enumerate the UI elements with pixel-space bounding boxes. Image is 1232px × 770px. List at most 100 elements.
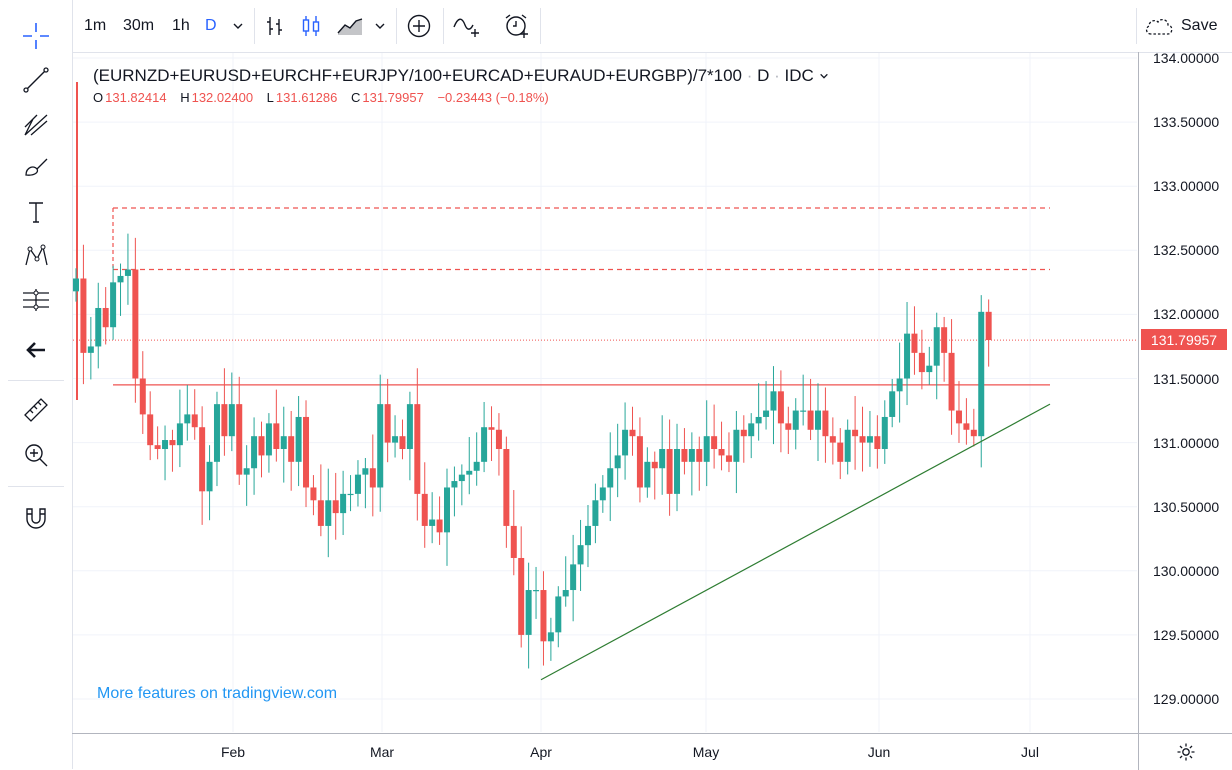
candle-body [896, 378, 903, 392]
candle-body [666, 449, 673, 494]
candle-body [837, 442, 844, 462]
y-tick-label: 132.50000 [1153, 242, 1220, 259]
candle-body [696, 449, 703, 462]
back-arrow-icon [26, 342, 45, 358]
candle-body [926, 365, 933, 373]
alert-button[interactable] [503, 0, 531, 52]
crosshair-tool[interactable] [16, 18, 56, 54]
candle-body [629, 429, 636, 437]
candle-body [347, 493, 354, 496]
symbol-name: (EURNZD+EURUSD+EURCHF+EURJPY/100+EURCAD+… [93, 66, 743, 85]
candle-body [889, 391, 896, 417]
candle-body [199, 427, 206, 492]
candle-body [162, 440, 169, 450]
y-tick-label: 131.50000 [1153, 370, 1220, 387]
candle-body [607, 468, 614, 488]
candle-body [866, 436, 873, 443]
candle-body [406, 404, 413, 450]
trend-line-tool[interactable] [16, 62, 56, 98]
interval-d[interactable]: D [205, 17, 217, 34]
bars-chart-button[interactable] [263, 0, 287, 52]
candle-body [340, 493, 347, 514]
add-indicator-button[interactable] [406, 0, 432, 52]
candle-body [451, 481, 458, 488]
legend-interval: D [757, 66, 770, 85]
price-axis[interactable]: 129.00000 129.50000 130.00000 130.50000 131.… [1138, 50, 1232, 733]
chart-legend: (EURNZD+EURUSD+EURCHF+EURJPY/100+EURCAD+… [93, 66, 829, 105]
candle-body [881, 416, 888, 450]
text-tool[interactable] [16, 194, 56, 230]
y-tick-label: 134.00000 [1153, 50, 1220, 66]
candle-body [510, 525, 517, 558]
candle-body [221, 404, 228, 437]
candle-body [466, 470, 473, 475]
pattern-tool[interactable] [16, 238, 56, 274]
area-chart-button[interactable] [336, 0, 364, 52]
trendline [540, 403, 1051, 681]
candle-body [555, 596, 562, 633]
candle-body [265, 423, 272, 456]
symbol-title[interactable]: (EURNZD+EURUSD+EURCHF+EURJPY/100+EURCAD+… [93, 66, 829, 86]
magnet-tool[interactable] [16, 500, 56, 536]
candle-body [904, 333, 911, 379]
candle-body [592, 500, 599, 526]
legend-source: IDC [784, 66, 814, 85]
zoom-in-icon [25, 444, 48, 467]
interval-1h[interactable]: 1h [172, 17, 190, 34]
candles-chart-button[interactable] [299, 0, 323, 52]
candle-body [436, 519, 443, 533]
candle-body [733, 429, 740, 462]
candle-body [525, 590, 532, 635]
interval-dropdown[interactable] [232, 0, 244, 52]
interval-30m[interactable]: 30m [123, 17, 155, 34]
candle-body [288, 436, 295, 462]
bars-icon [267, 17, 282, 35]
measure-tool[interactable] [16, 282, 56, 318]
interval-1m[interactable]: 1m [84, 17, 107, 34]
candle-body [933, 327, 940, 366]
close-value: 131.79957 [362, 90, 424, 105]
candle-body [80, 278, 87, 353]
candle-body [495, 429, 502, 450]
y-tick-label: 133.00000 [1153, 178, 1220, 195]
candle-body [280, 436, 287, 450]
fib-tool[interactable] [16, 106, 56, 142]
left-toolbar [0, 0, 73, 769]
candle-body [711, 436, 718, 450]
y-tick-label: 130.00000 [1153, 562, 1220, 579]
candle-body [822, 410, 829, 437]
high-value: 132.02400 [191, 90, 254, 105]
candle-body [807, 410, 814, 430]
compare-button[interactable] [452, 0, 482, 52]
candle-body [102, 307, 109, 328]
candle-body [384, 404, 391, 443]
y-tick-label: 131.00000 [1153, 434, 1220, 451]
candles-icon [302, 16, 320, 36]
save-label: Save [1181, 17, 1218, 34]
candle-body [236, 404, 243, 475]
candle-body [184, 414, 191, 424]
candle-body [414, 404, 421, 494]
ohlc-values: O 131.82414 H 132.02400 L 131.61286 C 131.79… [93, 90, 829, 105]
candle-body [948, 352, 955, 411]
candle-body [844, 429, 851, 462]
time-axis[interactable]: Feb Mar Apr May Jun Jul [72, 733, 1138, 770]
zoom-in-tool[interactable] [16, 437, 56, 473]
brush-tool[interactable] [16, 150, 56, 186]
open-value: 131.82414 [105, 90, 167, 105]
hide-toolbar-button[interactable] [16, 332, 56, 368]
alarm-clock-icon [505, 14, 528, 38]
ruler-tool[interactable] [16, 392, 56, 428]
area-chart-icon [337, 18, 363, 35]
candle-body [295, 416, 302, 462]
candle-body [659, 449, 666, 469]
x-tick-label: Feb [220, 744, 246, 760]
chart-type-dropdown[interactable] [374, 0, 386, 52]
tradingview-link[interactable]: More features on tradingview.com [97, 685, 338, 702]
save-button[interactable]: Save [1143, 0, 1217, 52]
brush-icon [25, 158, 48, 176]
candle-body [228, 404, 235, 437]
chart-settings-button[interactable] [1138, 733, 1232, 770]
